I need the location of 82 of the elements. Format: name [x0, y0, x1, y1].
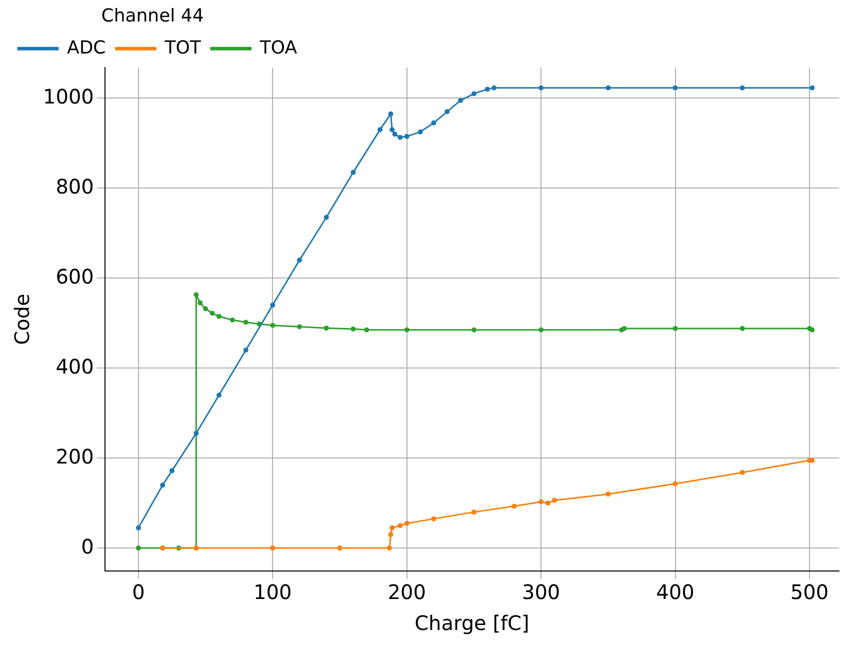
point: [538, 327, 544, 332]
point: [194, 292, 199, 298]
point: [545, 500, 550, 506]
point: [270, 546, 276, 551]
y-axis-title: Code: [10, 294, 34, 345]
point: [606, 492, 611, 497]
point: [296, 258, 302, 263]
point: [210, 310, 215, 316]
point: [492, 85, 497, 90]
point: [606, 85, 611, 90]
point: [471, 510, 476, 515]
point: [270, 322, 276, 328]
point: [404, 520, 410, 526]
point: [740, 470, 745, 475]
point: [404, 327, 410, 332]
point: [471, 91, 476, 96]
point: [388, 532, 394, 538]
point: [398, 134, 403, 140]
point: [337, 546, 342, 551]
point: [431, 516, 436, 522]
point: [170, 468, 174, 474]
point: [740, 326, 745, 332]
point: [672, 481, 678, 486]
legend-label: ADC: [67, 37, 106, 58]
point: [270, 302, 276, 308]
point: [198, 300, 203, 306]
point: [512, 504, 517, 509]
legend-title: Channel 44: [101, 6, 204, 27]
point: [740, 85, 745, 90]
point: [810, 327, 815, 332]
point: [216, 314, 222, 319]
point: [390, 525, 395, 530]
point: [392, 132, 398, 137]
x-tick-label: 400: [656, 580, 694, 604]
point: [622, 326, 627, 332]
x-tick-label: 500: [790, 580, 829, 604]
point: [418, 129, 423, 134]
point: [378, 127, 383, 132]
x-axis-title: Charge [fC]: [414, 611, 530, 636]
point: [243, 320, 248, 325]
x-tick-label: 200: [388, 580, 426, 604]
x-tick-label: 100: [254, 580, 292, 604]
point: [243, 348, 248, 353]
point: [538, 499, 544, 504]
point: [216, 392, 222, 398]
point: [672, 326, 678, 332]
legend-label: TOT: [164, 37, 202, 58]
point: [296, 324, 302, 330]
point: [136, 525, 141, 530]
point: [404, 134, 410, 139]
y-tick-label: 600: [56, 264, 94, 288]
point: [431, 120, 436, 126]
point: [230, 317, 235, 322]
x-tick-label: 300: [522, 580, 560, 604]
point: [160, 482, 166, 488]
point: [390, 127, 395, 132]
point: [136, 546, 141, 551]
y-tick-label: 0: [81, 534, 94, 558]
y-tick-label: 200: [56, 444, 94, 468]
point: [810, 85, 815, 90]
point: [386, 546, 392, 551]
point: [350, 170, 356, 175]
legend-label: TOA: [258, 37, 298, 58]
point: [194, 430, 199, 436]
x-tick-label: 0: [132, 580, 145, 604]
point: [552, 498, 557, 503]
point: [324, 326, 329, 331]
point: [458, 98, 464, 103]
point: [364, 327, 370, 332]
point: [350, 326, 356, 332]
point: [388, 111, 394, 116]
point: [672, 85, 678, 90]
point: [538, 85, 544, 90]
y-tick-label: 1000: [42, 84, 94, 108]
point: [484, 86, 490, 92]
point: [444, 109, 450, 114]
y-tick-label: 800: [56, 174, 94, 198]
point: [203, 306, 208, 312]
point: [324, 214, 329, 220]
point: [398, 523, 403, 528]
point: [471, 327, 476, 332]
y-tick-label: 400: [56, 354, 94, 378]
